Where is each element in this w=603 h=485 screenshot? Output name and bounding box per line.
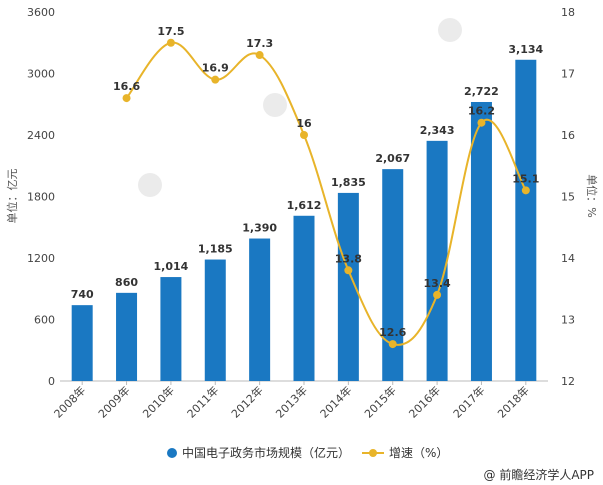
x-tick-label: 2015年: [361, 383, 398, 420]
bar-value-label: 1,835: [331, 176, 366, 189]
right-tick-label: 18: [561, 6, 575, 19]
x-ticks: 2008年 2009年 2010年 2011年 2012年 2013年 2014年 2015年…: [51, 381, 532, 421]
bar-labels: 740 860 1,014 1,185 1,390 1,612 1,835 2,067 2,34…: [71, 43, 544, 301]
growth-point: [388, 340, 397, 349]
bar-2009年: [116, 292, 138, 381]
bar-value-label: 1,185: [198, 243, 233, 256]
right-tick-label: 16: [561, 129, 575, 142]
x-tick-label: 2008年: [51, 383, 88, 420]
growth-point: [211, 75, 220, 84]
growth-line: [125, 41, 527, 346]
growth-value-label: 17.3: [246, 37, 273, 50]
legend-line-label: 增速（%）: [389, 446, 448, 460]
x-tick-label: 2018年: [494, 383, 531, 420]
bar-2013年: [293, 215, 315, 381]
legend-bar-swatch: [167, 448, 177, 458]
bar-2008年: [71, 305, 93, 381]
left-tick-label: 3600: [27, 6, 55, 19]
growth-line-path: [125, 41, 527, 346]
right-tick-label: 12: [561, 375, 575, 388]
bar-2016年: [426, 140, 448, 381]
legend-bar-label: 中国电子政务市场规模（亿元）: [182, 445, 350, 460]
growth-points: [122, 38, 530, 349]
left-tick-label: 3000: [27, 68, 55, 81]
x-tick-label: 2010年: [140, 383, 177, 420]
right-tick-label: 17: [561, 68, 575, 81]
bar-value-label: 860: [115, 276, 138, 289]
growth-point: [122, 94, 131, 103]
x-tick-label: 2014年: [317, 383, 354, 420]
growth-value-label: 16.2: [468, 105, 495, 118]
bar-2017年: [470, 101, 492, 382]
growth-value-label: 13.4: [424, 277, 451, 290]
growth-point: [255, 51, 264, 60]
growth-point: [344, 266, 353, 275]
left-y-ticks: 0 600 1200 1800 2400 3000 3600: [27, 6, 55, 388]
right-axis-title: 单位：%: [585, 174, 599, 217]
growth-labels: 16.6 17.5 16.9 17.3 16 13.8 12.6 13.4 16.2 15.1: [113, 25, 539, 339]
x-tick-label: 2013年: [273, 383, 310, 420]
right-tick-label: 15: [561, 191, 575, 204]
left-tick-label: 600: [34, 314, 55, 327]
left-tick-label: 0: [48, 375, 55, 388]
bar-value-label: 1,612: [287, 199, 322, 212]
bar-value-label: 2,067: [375, 152, 410, 165]
right-tick-label: 13: [561, 314, 575, 327]
right-y-ticks: 12 13 14 15 16 17 18: [561, 6, 575, 388]
x-tick-label: 2009年: [95, 383, 132, 420]
legend-line-marker: [369, 449, 377, 457]
growth-value-label: 16: [296, 117, 312, 130]
bar-2015年: [382, 169, 404, 381]
growth-point: [521, 186, 530, 195]
growth-point: [300, 131, 308, 139]
bar-value-label: 2,343: [420, 124, 455, 137]
bar-value-label: 2,722: [464, 85, 499, 98]
watermark-logo: [138, 18, 462, 197]
bar-value-label: 740: [71, 288, 94, 301]
right-tick-label: 14: [561, 252, 575, 265]
left-tick-label: 2400: [27, 129, 55, 142]
x-tick-label: 2012年: [228, 383, 265, 420]
left-axis-title: 单位：亿元: [5, 169, 19, 224]
x-tick-label: 2017年: [450, 383, 487, 420]
bar-2011年: [204, 259, 226, 381]
bar-value-label: 1,390: [242, 222, 277, 235]
bar-value-label: 1,014: [154, 260, 189, 273]
left-tick-label: 1800: [27, 191, 55, 204]
growth-value-label: 13.8: [335, 252, 362, 265]
growth-point: [477, 118, 486, 127]
growth-value-label: 15.1: [512, 172, 539, 185]
growth-value-label: 12.6: [379, 326, 406, 339]
legend: 中国电子政务市场规模（亿元） 增速（%）: [167, 445, 448, 460]
growth-value-label: 16.6: [113, 80, 140, 93]
growth-point: [433, 290, 442, 299]
x-tick-label: 2011年: [184, 383, 221, 420]
source-credit: @ 前瞻经济学人APP: [484, 467, 595, 482]
x-tick-label: 2016年: [406, 383, 443, 420]
bar-2018年: [515, 59, 537, 381]
growth-value-label: 17.5: [157, 25, 184, 38]
growth-value-label: 16.9: [202, 62, 229, 75]
left-tick-label: 1200: [27, 252, 55, 265]
growth-point: [166, 38, 175, 47]
bars: [71, 59, 537, 382]
bar-2012年: [249, 238, 271, 381]
bar-2010年: [160, 277, 182, 381]
bar-value-label: 3,134: [508, 43, 543, 56]
bar-2014年: [337, 192, 359, 381]
